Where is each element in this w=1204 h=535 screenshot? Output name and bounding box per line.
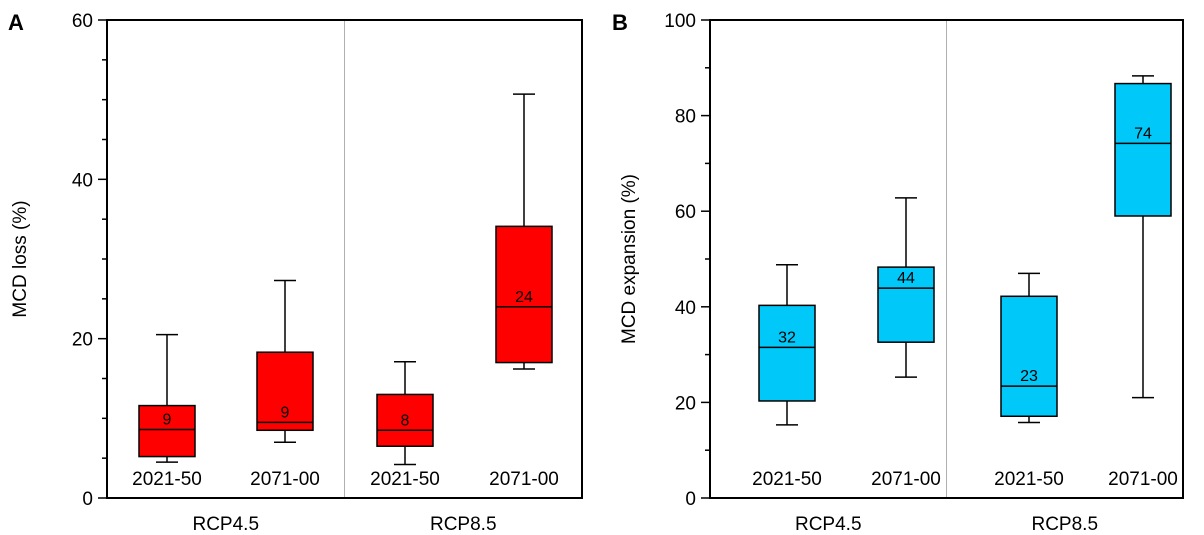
median-label: 8 [401,412,410,429]
y-tick-label: 0 [685,489,696,510]
group-label: RCP4.5 [192,514,259,535]
y-tick-label: 60 [72,11,93,32]
period-label: 2021-50 [994,469,1064,490]
y-tick-label: 80 [675,107,696,128]
box-rcp45-2021-50: 9 2021-50 [132,333,202,490]
median-label: 44 [897,270,915,287]
plot-frame [709,19,1184,499]
y-tick-label: 40 [72,170,93,191]
period-label: 2071-00 [1108,469,1178,490]
panel-letter: B [612,10,628,35]
box-rcp85-2071-00: 74 2071-00 [1108,75,1178,490]
group-label: RCP8.5 [1031,514,1098,535]
iqr-box [877,266,935,343]
y-tick-label: 20 [72,330,93,351]
median-label: 24 [515,289,533,306]
y-tick-label: 60 [675,202,696,223]
group-label: RCP8.5 [430,514,497,535]
y-axis-label: MCD expansion (%) [619,174,640,344]
y-axis-label: MCD loss (%) [10,200,31,317]
period-label: 2021-50 [370,469,440,490]
median-label: 23 [1020,368,1038,385]
panel-letter: A [8,10,24,35]
panel-a: A 0 20 40 60 MCD loss (%) 9 2021-50 9 2071-00 8 202… [8,10,583,535]
iqr-box [495,225,553,364]
panel-b: B 0 20 40 60 80 100 MCD expansion (%) 32 2021-50 4… [612,10,1184,535]
y-tick-label: 20 [675,393,696,414]
period-label: 2021-50 [752,469,822,490]
period-label: 2021-50 [132,469,202,490]
plot-frame [106,19,583,499]
iqr-box [376,393,434,447]
box-rcp85-2071-00: 24 2071-00 [489,93,559,490]
median-label: 32 [778,329,796,346]
iqr-box [758,304,816,402]
box-rcp85-2021-50: 8 2021-50 [370,361,440,490]
y-tick-label: 40 [675,298,696,319]
period-label: 2071-00 [489,469,559,490]
iqr-box [138,404,196,458]
median-label: 9 [163,411,172,428]
box-rcp45-2071-00: 44 2071-00 [871,197,941,490]
iqr-box [1000,295,1058,418]
group-label: RCP4.5 [795,514,862,535]
median-label: 9 [281,404,290,421]
iqr-box [256,351,314,432]
period-label: 2071-00 [871,469,941,490]
y-tick-label: 0 [82,489,93,510]
box-rcp45-2021-50: 32 2021-50 [752,263,822,490]
iqr-box [1114,82,1172,217]
median-label: 74 [1134,125,1152,142]
y-tick-label: 100 [664,11,696,32]
period-label: 2071-00 [250,469,320,490]
box-rcp85-2021-50: 23 2021-50 [994,272,1064,490]
box-rcp45-2071-00: 9 2071-00 [250,279,320,490]
